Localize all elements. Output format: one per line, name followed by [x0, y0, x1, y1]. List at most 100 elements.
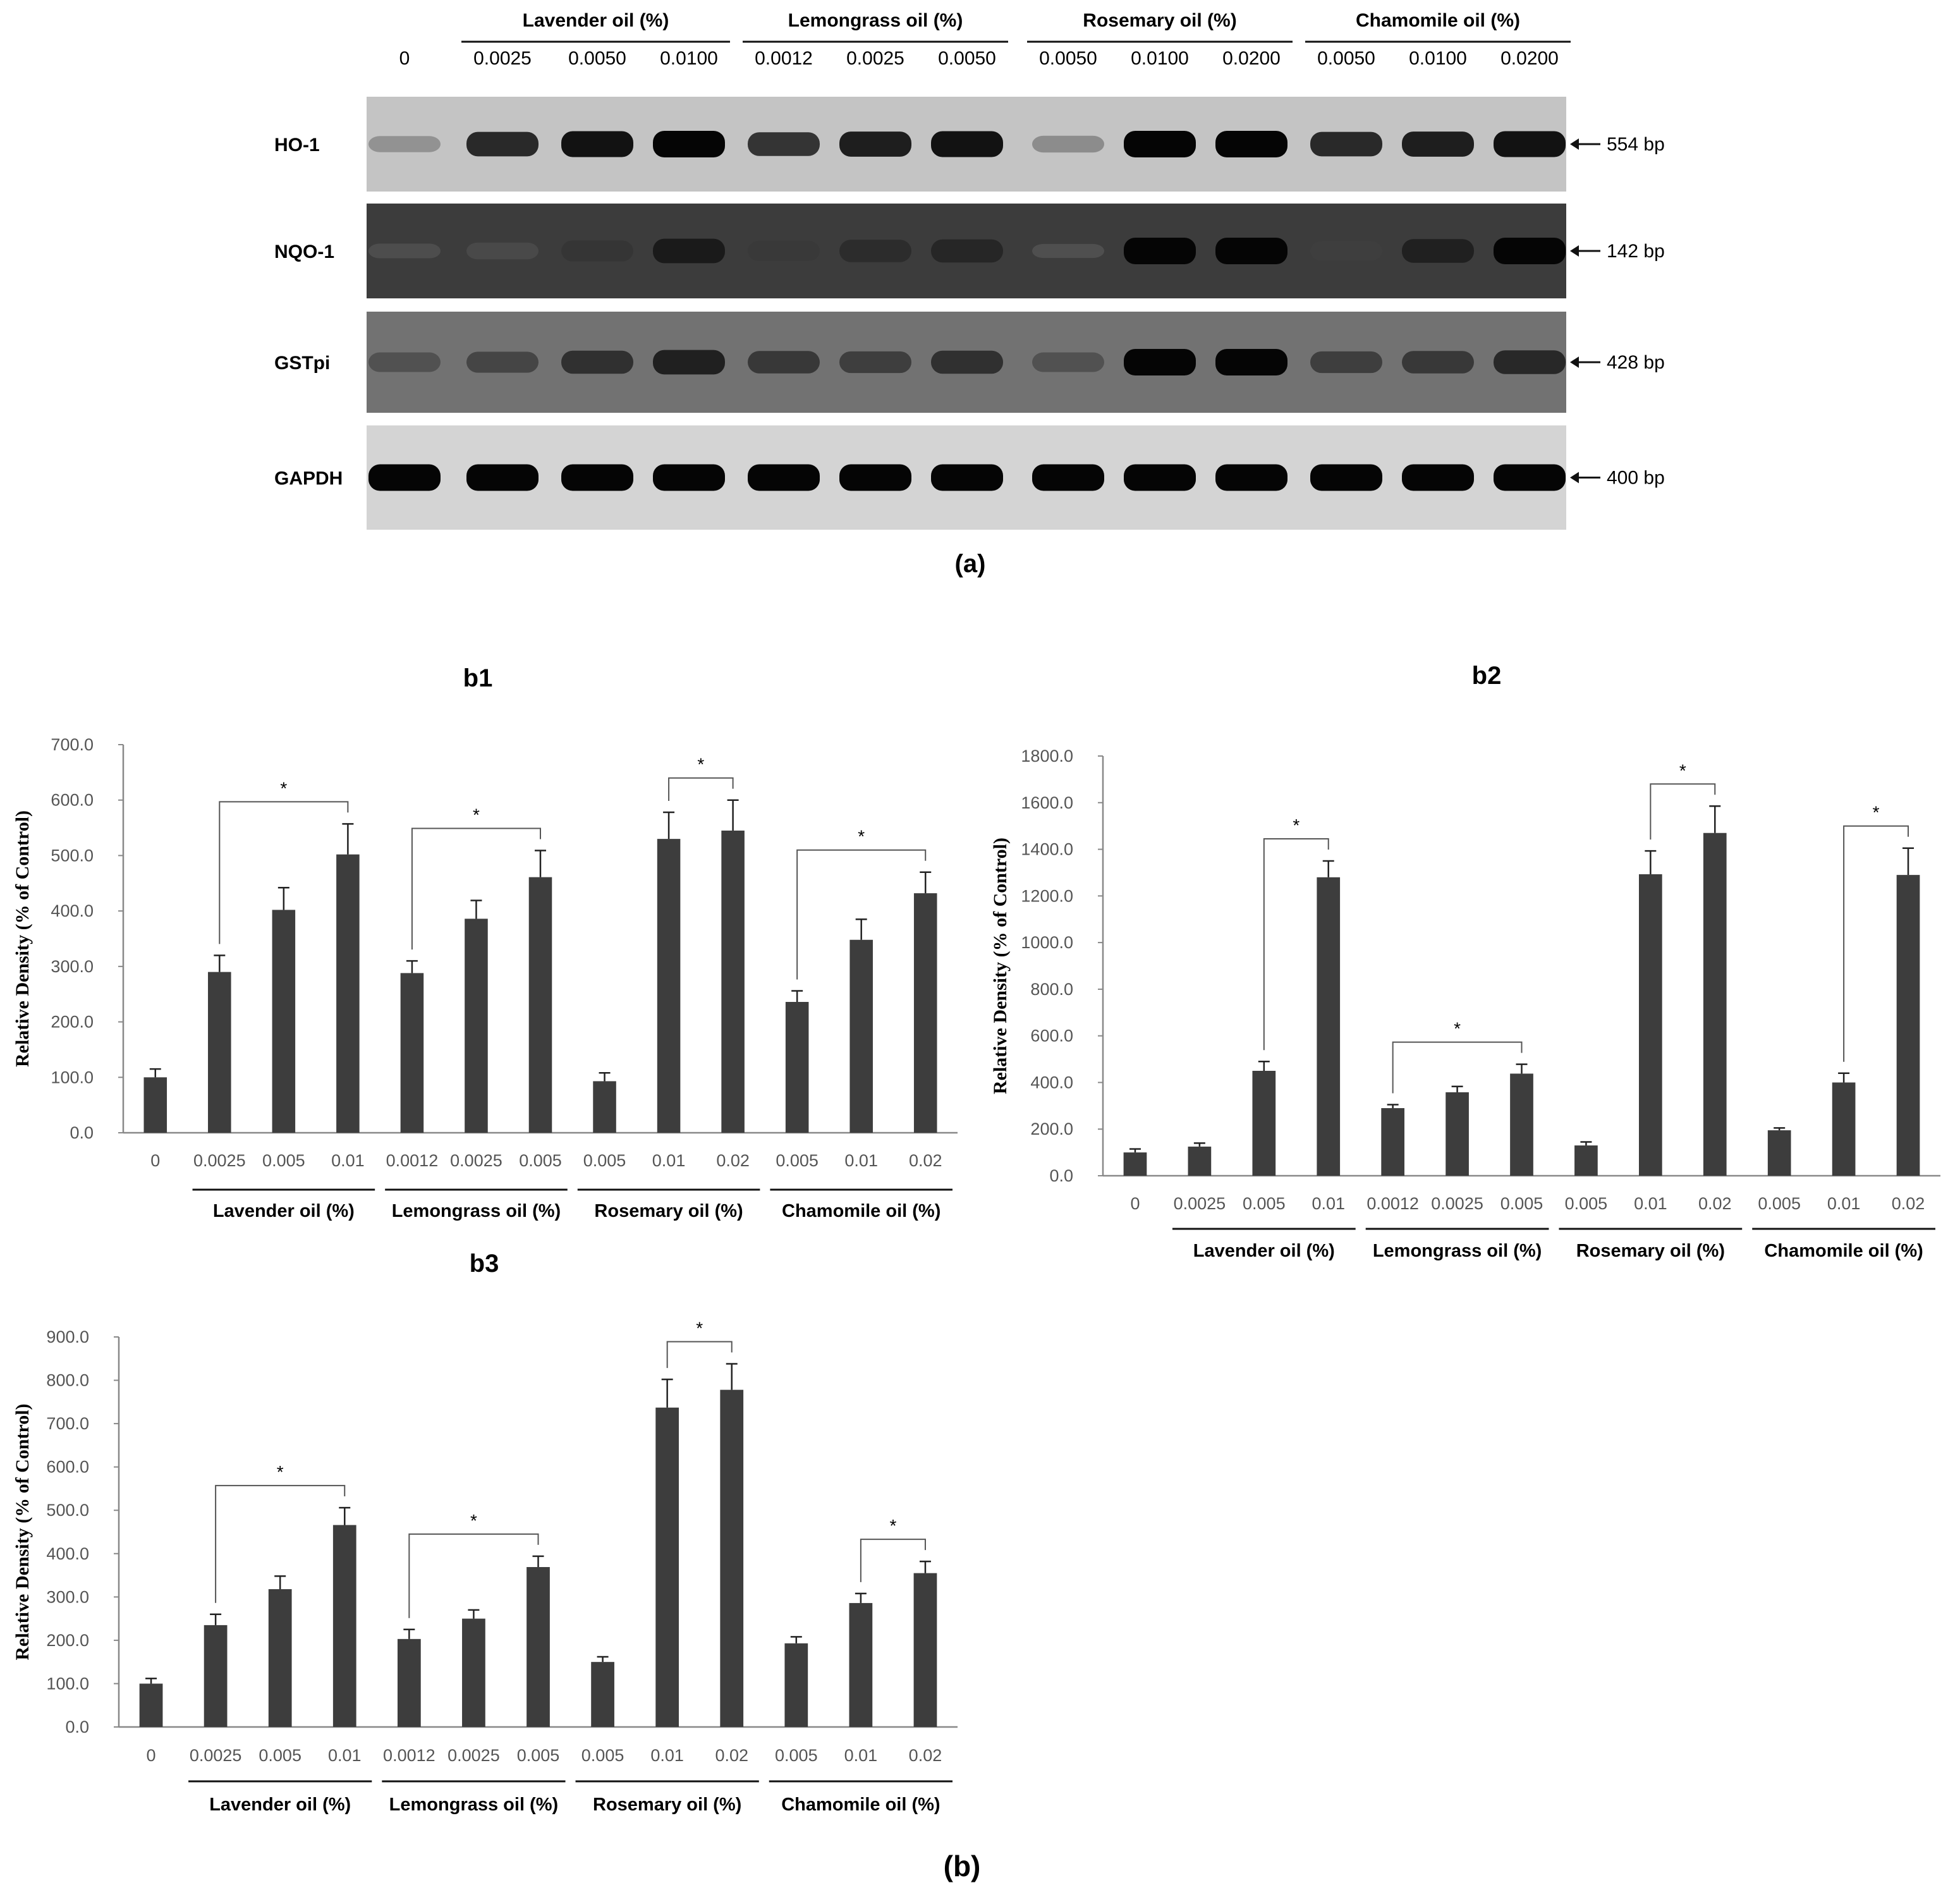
significance-marker: * — [1293, 815, 1300, 835]
bar — [1252, 1071, 1276, 1176]
x-tick-label: 0 — [150, 1151, 160, 1170]
gel-band — [1494, 238, 1566, 264]
gel-band — [1494, 464, 1566, 491]
gel-band — [466, 464, 539, 491]
significance-bracket — [1843, 825, 1909, 1062]
group-label: Lemongrass oil (%) — [392, 1201, 561, 1221]
gel-lane-label: 0.0050 — [938, 48, 996, 69]
x-tick-label: 0.0025 — [450, 1151, 502, 1170]
gel-band — [748, 464, 820, 491]
bar — [1639, 874, 1662, 1176]
y-tick-label: 1800.0 — [1021, 747, 1073, 766]
y-tick-label: 0.0 — [65, 1717, 89, 1736]
gel-band — [931, 350, 1003, 374]
x-tick-label: 0.0025 — [447, 1746, 500, 1765]
x-tick-label: 0.005 — [775, 1746, 818, 1765]
y-axis-label: Relative Density (% of Control) — [12, 810, 33, 1067]
y-tick-label: 200.0 — [46, 1631, 89, 1650]
bar — [849, 1602, 873, 1727]
gel-band — [1402, 131, 1474, 157]
significance-marker: * — [1873, 803, 1880, 822]
bar — [208, 972, 231, 1133]
x-tick-label: 0 — [147, 1746, 156, 1765]
significance-marker: * — [280, 778, 287, 798]
gel-band — [931, 131, 1003, 157]
gel-band — [839, 351, 911, 374]
gel-lane-label: 0.0050 — [568, 48, 626, 69]
panel-a-gel: 0 Lavender oil (%) 0.0025 0.0050 0.0100 Lemon… — [274, 10, 1665, 530]
y-axis-label: Relative Density (% of Control) — [990, 838, 1011, 1094]
group-label: Rosemary oil (%) — [594, 1201, 743, 1221]
y-tick-label: 600.0 — [46, 1458, 89, 1477]
gel-band — [561, 350, 633, 374]
x-tick-label: 0.0012 — [386, 1151, 439, 1170]
gel-lane-label: 0.0050 — [1317, 48, 1375, 69]
bar — [1574, 1145, 1598, 1176]
x-tick-label: 0.005 — [583, 1151, 626, 1170]
band-size-arrowhead — [1570, 138, 1579, 150]
gene-label: HO-1 — [274, 135, 320, 156]
gel-band — [653, 238, 725, 264]
group-label: Lavender oil (%) — [213, 1201, 355, 1221]
significance-bracket — [215, 1485, 346, 1603]
y-tick-label: 1200.0 — [1021, 886, 1073, 905]
significance-bracket — [796, 849, 927, 980]
significance-marker: * — [473, 805, 480, 825]
gel-band — [1032, 135, 1104, 153]
y-axis-label: Relative Density (% of Control) — [12, 1403, 33, 1660]
gel-band — [931, 239, 1003, 263]
bar — [785, 1001, 809, 1133]
chart-title: b2 — [1472, 662, 1502, 690]
bar — [527, 1567, 550, 1727]
gel-lane-label: 0.0200 — [1222, 48, 1281, 69]
bar — [1381, 1108, 1404, 1176]
panel-b-caption: (b) — [944, 1850, 981, 1882]
group-label: Chamomile oil (%) — [1764, 1241, 1923, 1261]
y-tick-label: 700.0 — [46, 1414, 89, 1433]
x-tick-label: 0.02 — [909, 1151, 942, 1170]
gel-lane-label: 0.0025 — [846, 48, 904, 69]
y-tick-label: 300.0 — [46, 1587, 89, 1606]
gel-band — [1402, 239, 1474, 263]
gel-band — [368, 464, 441, 491]
x-tick-label: 0.0025 — [1431, 1194, 1483, 1213]
x-tick-label: 0.01 — [1827, 1194, 1861, 1213]
gel-band — [1215, 238, 1287, 264]
y-tick-label: 100.0 — [46, 1674, 89, 1693]
gel-band — [561, 464, 633, 491]
y-tick-label: 300.0 — [51, 957, 94, 976]
y-tick-label: 500.0 — [51, 846, 94, 865]
significance-marker: * — [696, 1319, 703, 1338]
bar — [591, 1662, 614, 1727]
bar — [720, 1389, 744, 1727]
significance-marker: * — [470, 1511, 477, 1530]
gene-label: GAPDH — [274, 468, 343, 489]
gel-band — [1215, 349, 1287, 375]
bar — [462, 1618, 485, 1727]
gel-band — [1310, 131, 1382, 157]
bar — [1767, 1130, 1791, 1176]
significance-bracket — [1650, 783, 1716, 840]
bar — [268, 1589, 292, 1727]
gel-band — [748, 351, 820, 374]
gel-lane-label: 0.0100 — [660, 48, 718, 69]
bar — [1896, 875, 1920, 1176]
gel-lane-label: 0.0200 — [1500, 48, 1559, 69]
y-tick-label: 500.0 — [46, 1501, 89, 1520]
x-tick-label: 0.005 — [519, 1151, 562, 1170]
y-tick-label: 800.0 — [1030, 980, 1073, 999]
x-tick-label: 0.005 — [259, 1746, 301, 1765]
panel-a-caption: (a) — [955, 550, 986, 578]
band-size-label: 142 bp — [1607, 241, 1665, 262]
gel-band — [466, 131, 539, 157]
y-tick-label: 200.0 — [1030, 1119, 1073, 1138]
y-tick-label: 1000.0 — [1021, 933, 1073, 952]
bar — [721, 830, 745, 1133]
bar — [528, 877, 552, 1133]
band-size-label: 400 bp — [1607, 468, 1665, 489]
gel-band — [1032, 464, 1104, 491]
y-tick-label: 900.0 — [46, 1327, 89, 1346]
gel-band — [368, 352, 441, 372]
gel-lane-label: 0.0100 — [1131, 48, 1189, 69]
